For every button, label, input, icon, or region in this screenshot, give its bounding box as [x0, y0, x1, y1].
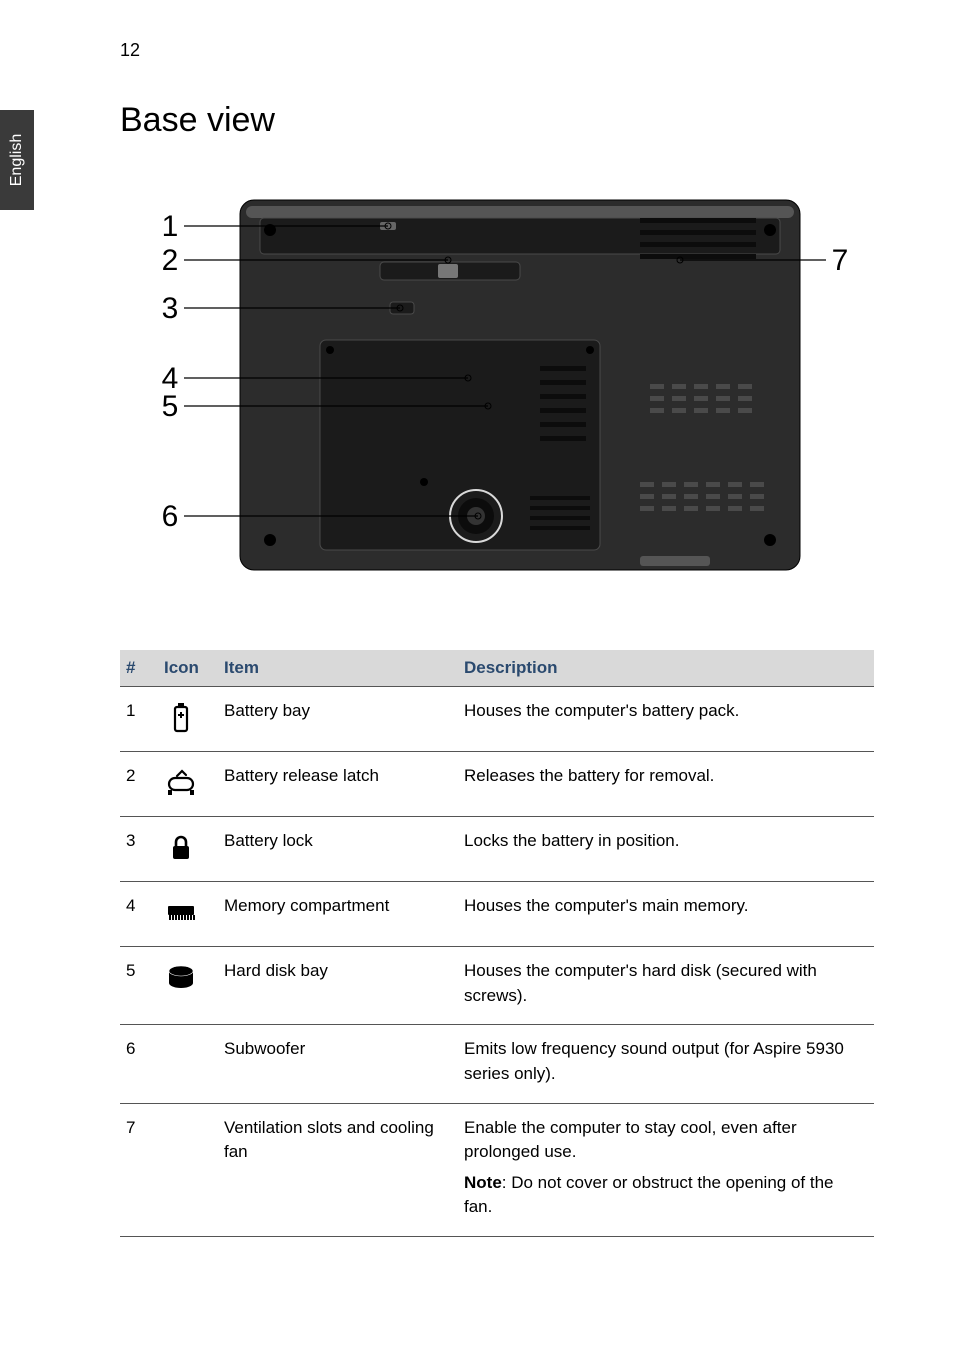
base-view-diagram: 1234567: [120, 170, 874, 590]
row-num: 6: [120, 1025, 158, 1103]
row-desc: Houses the computer's main memory.: [458, 882, 874, 947]
row-item: Battery bay: [218, 687, 458, 752]
callout-7: 7: [832, 244, 849, 277]
page-number: 12: [120, 40, 874, 61]
row-item: Subwoofer: [218, 1025, 458, 1103]
table-row: 7 Ventilation slots and cooling fanEnable…: [120, 1103, 874, 1237]
no-icon: [158, 1025, 218, 1103]
table-row: 6 SubwooferEmits low frequency sound outp…: [120, 1025, 874, 1103]
table-row: 1 Battery bayHouses the computer's batter…: [120, 687, 874, 752]
row-desc: Locks the battery in position.: [458, 817, 874, 882]
page-title: Base view: [120, 101, 874, 140]
language-tab-label: English: [8, 134, 26, 186]
lock-icon: [158, 817, 218, 882]
row-num: 4: [120, 882, 158, 947]
row-num: 3: [120, 817, 158, 882]
table-row: 2 Battery release latchReleases the batte…: [120, 752, 874, 817]
latch-icon: [158, 752, 218, 817]
row-num: 2: [120, 752, 158, 817]
row-desc: Emits low frequency sound output (for As…: [458, 1025, 874, 1103]
callout-3: 3: [162, 292, 179, 325]
table-row: 5 Hard disk bayHouses the computer's hard…: [120, 947, 874, 1025]
row-desc: Houses the computer's battery pack.: [458, 687, 874, 752]
hdd-icon: [158, 947, 218, 1025]
row-item: Ventilation slots and cooling fan: [218, 1103, 458, 1237]
row-item: Memory compartment: [218, 882, 458, 947]
language-tab: English: [0, 110, 34, 210]
callout-1: 1: [162, 210, 179, 243]
row-item: Hard disk bay: [218, 947, 458, 1025]
col-header-icon: Icon: [158, 650, 218, 687]
no-icon: [158, 1103, 218, 1237]
table-row: 4 Memory compartmentHouses the computer's…: [120, 882, 874, 947]
callout-5: 5: [162, 390, 179, 423]
row-item: Battery release latch: [218, 752, 458, 817]
row-desc: Enable the computer to stay cool, even a…: [458, 1103, 874, 1237]
callout-6: 6: [162, 500, 179, 533]
table-row: 3 Battery lockLocks the battery in positi…: [120, 817, 874, 882]
col-header-num: #: [120, 650, 158, 687]
col-header-item: Item: [218, 650, 458, 687]
components-table: # Icon Item Description 1Battery bayHous…: [120, 650, 874, 1237]
row-num: 7: [120, 1103, 158, 1237]
row-num: 5: [120, 947, 158, 1025]
memory-icon: [158, 882, 218, 947]
row-desc: Houses the computer's hard disk (secured…: [458, 947, 874, 1025]
battery-icon: [158, 687, 218, 752]
row-desc: Releases the battery for removal.: [458, 752, 874, 817]
callout-2: 2: [162, 244, 179, 277]
row-num: 1: [120, 687, 158, 752]
row-item: Battery lock: [218, 817, 458, 882]
col-header-desc: Description: [458, 650, 874, 687]
